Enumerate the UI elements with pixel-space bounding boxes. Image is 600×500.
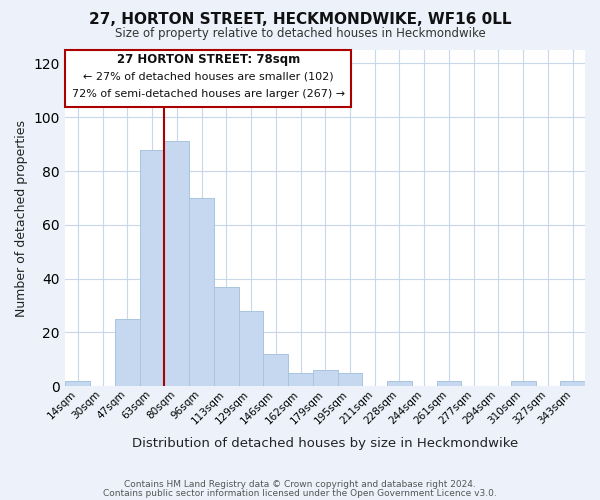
Bar [437, 381, 461, 386]
Text: ← 27% of detached houses are smaller (102): ← 27% of detached houses are smaller (10… [83, 72, 334, 82]
Bar [288, 373, 313, 386]
Bar [560, 381, 585, 386]
Bar [263, 354, 288, 386]
Text: 27, HORTON STREET, HECKMONDWIKE, WF16 0LL: 27, HORTON STREET, HECKMONDWIKE, WF16 0L… [89, 12, 511, 28]
Bar [189, 198, 214, 386]
Text: 72% of semi-detached houses are larger (267) →: 72% of semi-detached houses are larger (… [72, 88, 345, 99]
Bar [164, 142, 189, 386]
Bar [239, 311, 263, 386]
Text: Contains HM Land Registry data © Crown copyright and database right 2024.: Contains HM Land Registry data © Crown c… [124, 480, 476, 489]
Bar [387, 381, 412, 386]
Bar [214, 286, 239, 386]
Bar [338, 373, 362, 386]
Bar [511, 381, 536, 386]
Text: 27 HORTON STREET: 78sqm: 27 HORTON STREET: 78sqm [117, 54, 300, 66]
Bar [313, 370, 338, 386]
Bar [115, 319, 140, 386]
Bar [140, 150, 164, 386]
X-axis label: Distribution of detached houses by size in Heckmondwike: Distribution of detached houses by size … [132, 437, 518, 450]
Y-axis label: Number of detached properties: Number of detached properties [15, 120, 28, 316]
FancyBboxPatch shape [65, 50, 351, 107]
Text: Size of property relative to detached houses in Heckmondwike: Size of property relative to detached ho… [115, 28, 485, 40]
Bar [65, 381, 90, 386]
Text: Contains public sector information licensed under the Open Government Licence v3: Contains public sector information licen… [103, 489, 497, 498]
